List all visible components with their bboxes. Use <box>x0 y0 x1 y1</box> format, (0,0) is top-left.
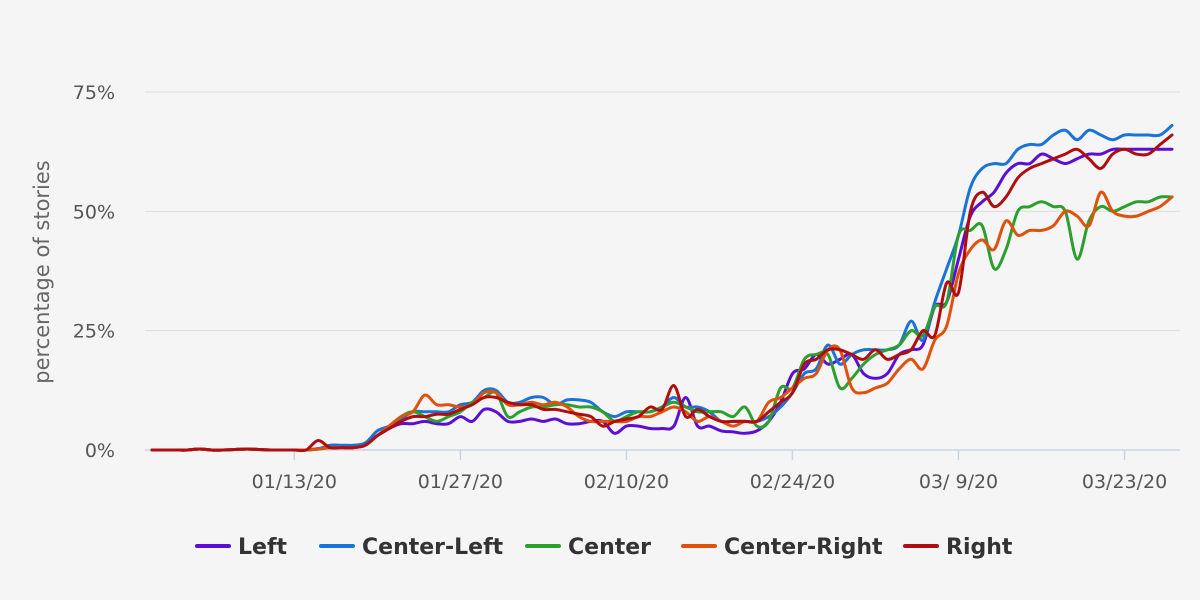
y-axis-ticks: 0% 25% 50% 75% <box>73 82 115 462</box>
y-tick-label: 0% <box>85 440 115 462</box>
x-tick-label: 03/ 9/20 <box>919 471 998 493</box>
x-tick-label: 02/24/20 <box>750 471 835 493</box>
x-tick-label: 01/27/20 <box>418 471 503 493</box>
legend: Left Center-Left Center Center-Right Right <box>195 535 1013 560</box>
legend-label-left[interactable]: Left <box>238 535 288 560</box>
legend-label-center-left[interactable]: Center-Left <box>362 535 504 560</box>
legend-label-right[interactable]: Right <box>946 535 1013 560</box>
series-line-left <box>150 147 1174 452</box>
series-line-center-left <box>150 123 1174 452</box>
y-tick-label: 50% <box>73 201 115 223</box>
x-axis-ticks: 01/13/20 01/27/20 02/10/20 02/24/20 03/ 9/20… <box>252 450 1167 493</box>
series-lines <box>150 123 1174 453</box>
x-tick-label: 01/13/20 <box>252 471 337 493</box>
x-tick-label: 02/10/20 <box>584 471 669 493</box>
x-tick-label: 03/23/20 <box>1082 471 1167 493</box>
legend-label-center-right[interactable]: Center-Right <box>724 535 883 560</box>
y-tick-label: 75% <box>73 82 115 104</box>
y-axis-title: percentage of stories <box>30 160 54 384</box>
series-line-center-right <box>150 190 1174 452</box>
y-tick-label: 25% <box>73 321 115 343</box>
series-line-right <box>150 133 1174 453</box>
legend-label-center[interactable]: Center <box>568 535 651 560</box>
